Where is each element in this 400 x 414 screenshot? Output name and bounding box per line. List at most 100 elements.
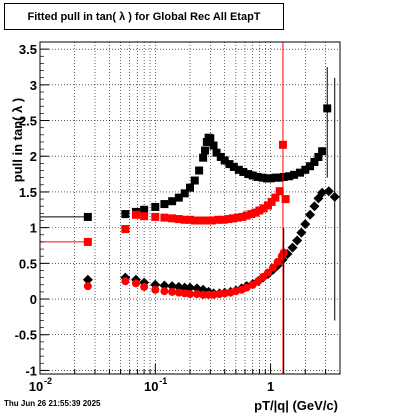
data-point-square <box>271 193 280 202</box>
data-point-diamond <box>167 281 178 292</box>
data-point-square <box>186 215 194 224</box>
data-point-diamond <box>323 186 334 197</box>
chart-title: Fitted pull in tan( λ ) for Global Rec A… <box>4 3 284 30</box>
data-point-square <box>314 152 323 161</box>
data-point-square <box>247 210 256 219</box>
data-point-square <box>290 170 299 179</box>
data-point-diamond <box>292 235 303 246</box>
data-point-diamond <box>173 281 184 292</box>
data-point-square <box>253 172 262 181</box>
data-point-diamond <box>82 274 93 285</box>
y-tick-label: 0 <box>30 292 37 307</box>
data-point-square <box>220 156 229 165</box>
data-point-square <box>174 193 183 202</box>
data-point-circle <box>131 279 140 288</box>
data-point-square <box>197 216 206 225</box>
data-point-circle <box>168 287 177 296</box>
data-point-square <box>271 173 280 182</box>
data-point-diamond <box>179 282 190 293</box>
data-point-circle <box>269 263 278 272</box>
data-point-circle <box>83 282 92 291</box>
data-point-circle <box>264 268 273 277</box>
data-point-square <box>238 212 247 221</box>
y-tick-label: 2.5 <box>19 114 37 129</box>
data-point-diamond <box>305 209 316 220</box>
data-point-square <box>207 216 216 225</box>
data-point-square <box>224 215 233 224</box>
data-point-square <box>160 200 169 209</box>
data-point-square <box>239 167 248 176</box>
data-point-square <box>301 165 310 174</box>
axes: 10 -2 10 -1 1-1-0.500.511.522.533.5 <box>15 42 341 394</box>
data-point-square <box>202 216 211 225</box>
data-point-square <box>275 173 284 182</box>
data-point-square <box>180 215 189 224</box>
data-point-square <box>190 176 199 185</box>
x-axis-label: pT/|q| (GeV/c) <box>254 398 338 413</box>
data-point-square <box>121 210 130 219</box>
data-point-square <box>285 172 294 181</box>
data-point-square <box>310 157 319 166</box>
data-point-diamond <box>185 282 195 293</box>
x-tick-label: 1 <box>267 379 274 394</box>
data-point-square <box>168 197 177 206</box>
data-point-square <box>180 189 189 198</box>
data-point-circle <box>174 288 183 297</box>
y-tick-label: 2 <box>30 149 37 164</box>
y-tick-label: 1 <box>30 221 37 236</box>
data-point-square <box>306 162 315 171</box>
data-point-circle <box>220 289 229 298</box>
grid <box>39 42 341 374</box>
data-point-square <box>234 165 243 174</box>
data-point-circle <box>151 285 160 294</box>
data-point-square <box>258 173 267 182</box>
data-point-square <box>201 146 210 155</box>
data-point-circle <box>273 257 282 266</box>
data-point-square <box>199 153 208 162</box>
data-point-square <box>190 216 199 225</box>
data-point-diamond <box>309 201 320 212</box>
data-point-square <box>121 225 130 234</box>
data-point-square <box>174 215 183 224</box>
data-point-square <box>229 162 238 171</box>
y-tick-label: 3 <box>30 78 37 93</box>
data-point-circle <box>160 287 169 296</box>
data-point-square <box>214 215 223 224</box>
data-point-circle <box>186 290 194 299</box>
data-point-square <box>131 210 140 219</box>
data-point-square <box>244 170 253 179</box>
y-axis-label: pull in tan( λ ) <box>10 98 25 183</box>
data-point-square <box>186 183 194 192</box>
x-tick-label: 10 <box>144 379 158 394</box>
data-point-square <box>212 148 221 157</box>
y-tick-label: -1 <box>25 363 37 378</box>
data-point-square <box>225 160 234 169</box>
data-point-square <box>267 197 276 206</box>
timestamp: Thu Jun 26 21:55:39 2025 <box>4 399 101 408</box>
data-point-diamond <box>287 242 298 253</box>
data-point-diamond <box>159 280 170 291</box>
data-point-square <box>151 202 160 211</box>
data-point-square <box>281 195 290 204</box>
y-tick-label: 0.5 <box>19 256 37 271</box>
data-point-square <box>279 172 288 181</box>
data-point-square <box>209 141 218 150</box>
data-layer <box>40 42 340 374</box>
data-point-square <box>275 187 284 196</box>
y-tick-label: 3.5 <box>19 42 37 57</box>
data-point-diamond <box>300 219 311 230</box>
data-point-square <box>266 174 275 183</box>
data-point-diamond <box>296 227 307 238</box>
data-point-circle <box>121 277 130 286</box>
data-point-square <box>228 214 237 223</box>
data-point-square <box>219 215 228 224</box>
data-point-square <box>140 205 149 214</box>
data-point-square <box>206 134 215 143</box>
data-point-square <box>195 166 204 175</box>
data-point-square <box>233 213 242 222</box>
data-point-square <box>140 212 149 221</box>
data-point-square <box>160 213 169 222</box>
x-tick-label: 10 <box>29 379 43 394</box>
data-point-circle <box>199 290 208 299</box>
